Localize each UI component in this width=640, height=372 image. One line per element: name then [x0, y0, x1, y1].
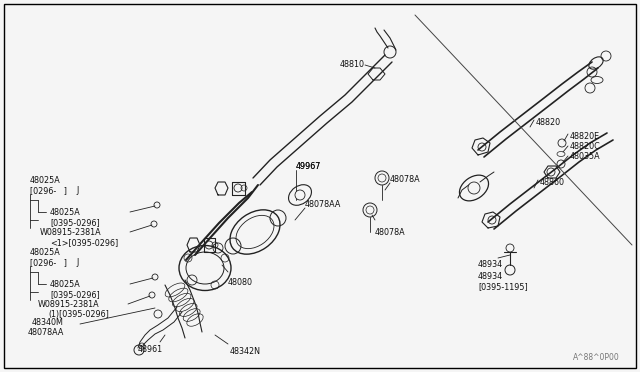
Text: 49967: 49967 [296, 162, 321, 171]
Text: A^88^0P00: A^88^0P00 [573, 353, 620, 362]
Text: 48078AA: 48078AA [305, 200, 341, 209]
Text: W08915-2381A: W08915-2381A [38, 300, 100, 309]
Text: 49967: 49967 [296, 162, 321, 171]
Text: 48025A: 48025A [30, 176, 61, 185]
Text: W08915-2381A: W08915-2381A [40, 228, 102, 237]
Text: 48810: 48810 [340, 60, 365, 69]
Text: J: J [72, 186, 79, 195]
Text: (1)[0395-0296]: (1)[0395-0296] [48, 310, 109, 319]
Text: <1>[0395-0296]: <1>[0395-0296] [50, 238, 118, 247]
Circle shape [295, 190, 305, 200]
Text: 48934: 48934 [478, 260, 503, 269]
Text: 48340M: 48340M [32, 318, 64, 327]
Text: [0395-0296]: [0395-0296] [50, 218, 100, 227]
Text: 48342N: 48342N [230, 347, 261, 356]
Text: 48025A: 48025A [50, 208, 81, 217]
Text: 48820: 48820 [536, 118, 561, 127]
Text: [0296-   ]: [0296- ] [30, 186, 67, 195]
Text: J: J [72, 258, 79, 267]
Text: 48820C: 48820C [570, 142, 601, 151]
Text: 48860: 48860 [540, 178, 565, 187]
Circle shape [468, 182, 480, 194]
Text: [0296-   ]: [0296- ] [30, 258, 67, 267]
Text: [0395-0296]: [0395-0296] [50, 290, 100, 299]
Text: 48025A: 48025A [50, 280, 81, 289]
Text: 48078AA: 48078AA [28, 328, 65, 337]
Text: 48078A: 48078A [375, 228, 406, 237]
Text: 48078A: 48078A [390, 175, 420, 184]
Text: 48025A: 48025A [30, 248, 61, 257]
Text: 48035A: 48035A [570, 152, 600, 161]
Text: 48961: 48961 [138, 345, 163, 354]
Text: [0395-1195]: [0395-1195] [478, 282, 528, 291]
Text: 48820E: 48820E [570, 132, 600, 141]
Text: 48080: 48080 [228, 278, 253, 287]
Text: 48934: 48934 [478, 272, 503, 281]
